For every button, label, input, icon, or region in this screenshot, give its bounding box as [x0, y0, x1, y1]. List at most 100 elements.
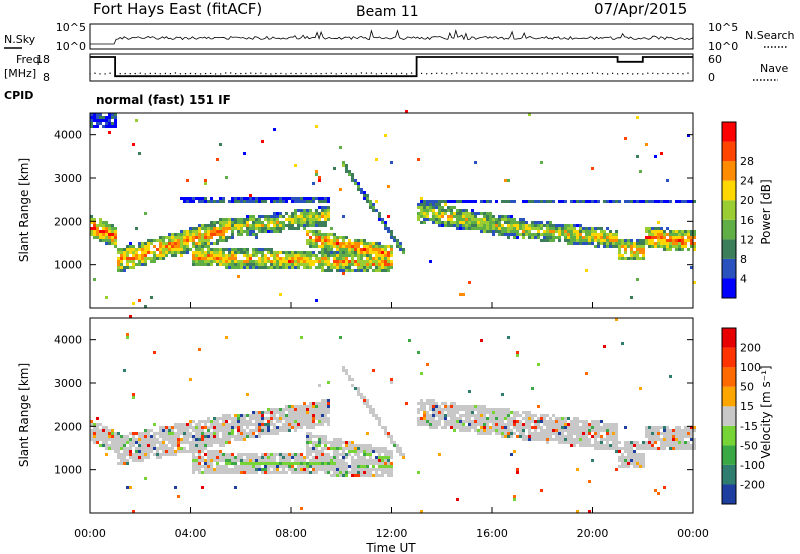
heatmap-cell: [384, 465, 387, 468]
heatmap-cell: [675, 239, 678, 242]
heatmap-cell: [363, 254, 366, 257]
heatmap-cell: [489, 230, 492, 233]
heatmap-cell: [111, 239, 114, 242]
heatmap-cell: [225, 414, 228, 417]
nave-point: [390, 72, 393, 75]
heatmap-cell: [507, 435, 510, 438]
heatmap-cell: [462, 414, 465, 417]
heatmap-cell: [96, 435, 99, 438]
heatmap-cell: [468, 420, 471, 423]
heatmap-cell: [384, 263, 387, 266]
heatmap-cell: [579, 420, 582, 423]
heatmap-cell: [162, 236, 165, 239]
heatmap-cell: [486, 423, 489, 426]
heatmap-cell: [198, 471, 201, 474]
heatmap-cell: [234, 266, 237, 269]
heatmap-cell: [324, 239, 327, 242]
heatmap-cell: [372, 468, 375, 471]
nave-trace: [89, 72, 689, 75]
heatmap-cell: [540, 435, 543, 438]
heatmap-cell: [267, 420, 270, 423]
nave-point: [637, 73, 639, 75]
heatmap-cell: [615, 432, 618, 435]
heatmap-cell: [489, 224, 492, 227]
heatmap-cell: [252, 414, 255, 417]
heatmap-cell: [210, 230, 213, 233]
heatmap-cell: [390, 230, 393, 233]
heatmap-cell: [222, 423, 225, 426]
heatmap-cell: [96, 432, 99, 435]
heatmap-cell: [132, 435, 135, 438]
heatmap-cell: [297, 251, 300, 254]
heatmap-cell: [207, 224, 210, 227]
heatmap-cell: [243, 224, 246, 227]
heatmap-cell: [456, 215, 459, 218]
heatmap-cell: [666, 245, 669, 248]
heatmap-cell: [606, 242, 609, 245]
heatmap-cell: [366, 432, 369, 435]
heatmap-cell: [339, 468, 342, 471]
heatmap-cell: [252, 432, 255, 435]
heatmap-cell: [642, 465, 645, 468]
heatmap-cell: [207, 239, 210, 242]
heatmap-cell: [492, 230, 495, 233]
heatmap-cell: [291, 197, 294, 200]
heatmap-cell: [171, 245, 174, 248]
heatmap-cell: [246, 432, 249, 435]
heatmap-cell: [321, 417, 324, 420]
heatmap-cell: [618, 239, 621, 242]
heatmap-cell: [327, 269, 330, 272]
heatmap-cell: [261, 221, 264, 224]
heatmap-cell: [204, 420, 207, 423]
heatmap-cell: [114, 242, 117, 245]
heatmap-cell: [513, 426, 516, 429]
heatmap-cell: [300, 417, 303, 420]
heatmap-cell: [255, 453, 258, 456]
heatmap-cell: [216, 432, 219, 435]
heatmap-cell: [612, 245, 615, 248]
heatmap-cell: [327, 465, 330, 468]
heatmap-cell: [327, 266, 330, 269]
heatmap-cell: [546, 230, 549, 233]
heatmap-cell: [363, 456, 366, 459]
heatmap-cell: [564, 227, 567, 230]
heatmap-cell: [336, 465, 339, 468]
heatmap-cell: [378, 465, 381, 468]
heatmap-cell: [669, 248, 672, 251]
heatmap-cell: [381, 468, 384, 471]
heatmap-cell: [504, 215, 507, 218]
heatmap-cell: [285, 251, 288, 254]
heatmap-cell: [228, 248, 231, 251]
heatmap-cell: [492, 221, 495, 224]
heatmap-cell: [465, 227, 468, 230]
heatmap-cell: [243, 438, 246, 441]
heatmap-cell: [501, 408, 504, 411]
heatmap-cell: [546, 239, 549, 242]
heatmap-cell: [450, 200, 453, 203]
heatmap-cell: [570, 441, 573, 444]
heatmap-cell: [336, 236, 339, 239]
heatmap-cell: [378, 468, 381, 471]
heatmap-cell: [609, 432, 612, 435]
heatmap-cell: [258, 224, 261, 227]
heatmap-cell: [606, 435, 609, 438]
heatmap-cell: [519, 233, 522, 236]
nsearch-tick-low: 10^0: [708, 40, 738, 53]
heatmap-cell: [603, 230, 606, 233]
heatmap-cell: [549, 233, 552, 236]
heatmap-cell: [480, 423, 483, 426]
heatmap-cell: [342, 462, 345, 465]
heatmap-cell: [360, 257, 363, 260]
heatmap-cell: [339, 465, 342, 468]
heatmap-cell: [336, 239, 339, 242]
heatmap-cell: [219, 438, 222, 441]
heatmap-cell: [498, 230, 501, 233]
heatmap-cell: [387, 266, 390, 269]
heatmap-cell: [156, 441, 159, 444]
heatmap-cell: [498, 218, 501, 221]
heatmap-cell: [438, 218, 441, 221]
heatmap-cell: [393, 444, 396, 447]
heatmap-cell: [114, 116, 117, 119]
heatmap-cell: [201, 486, 204, 489]
heatmap-cell: [264, 227, 267, 230]
